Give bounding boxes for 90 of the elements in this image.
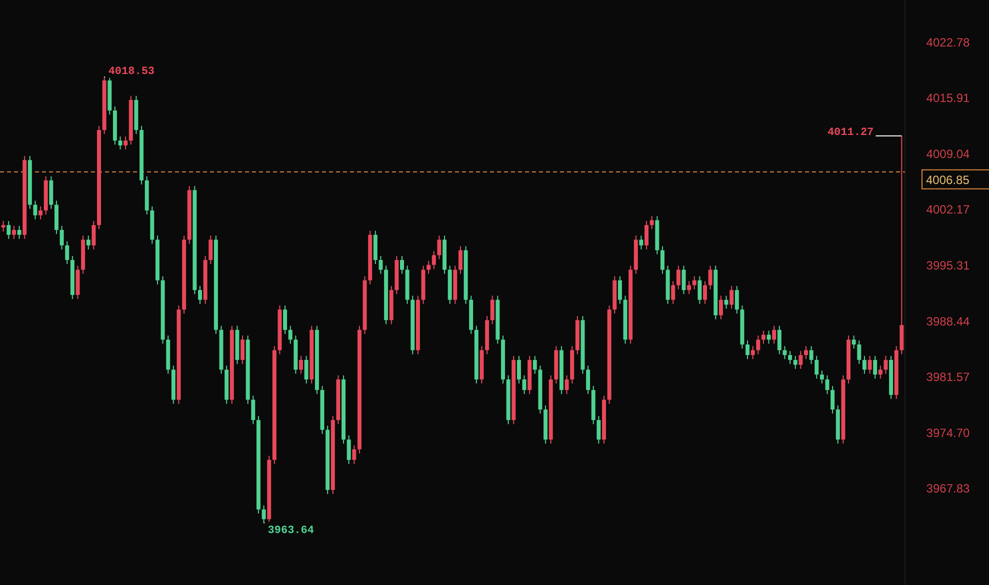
candlestick — [650, 216, 654, 230]
candlestick — [761, 330, 766, 344]
ref-line-label: 4006.85 — [926, 172, 970, 187]
candlestick — [798, 350, 803, 370]
candlestick — [676, 265, 680, 290]
candlestick — [873, 355, 878, 380]
candlestick — [671, 280, 676, 304]
candlestick — [639, 235, 644, 250]
candlestick — [777, 325, 782, 355]
candlestick — [564, 374, 569, 395]
candlestick — [820, 370, 824, 384]
candlestick — [756, 335, 760, 355]
candlestick — [378, 255, 383, 274]
candlestick — [12, 225, 16, 240]
y-tick-label: 4002.17 — [926, 202, 970, 217]
candlestick — [124, 136, 128, 150]
y-tick-label: 3967.83 — [926, 482, 970, 496]
candlestick — [346, 435, 351, 464]
candlestick — [746, 340, 750, 360]
y-tick-label: 3988.44 — [926, 314, 970, 328]
candlestick — [532, 355, 537, 374]
candlestick — [809, 346, 814, 364]
candlestick — [400, 255, 404, 274]
candlestick — [618, 276, 622, 304]
candlestick — [426, 260, 431, 274]
candlestick — [1, 220, 6, 232]
candlestick — [208, 235, 213, 265]
candlestick — [857, 340, 862, 364]
candlestick — [660, 246, 664, 274]
candlestick — [793, 355, 798, 370]
candlestick — [92, 220, 96, 250]
candlestick — [38, 206, 43, 220]
candlestick — [240, 335, 245, 364]
candlestick — [522, 374, 526, 395]
candlestick — [884, 355, 888, 374]
y-tick-label: 4009.04 — [926, 146, 970, 161]
candlestick — [804, 346, 808, 360]
candlestick — [516, 355, 521, 384]
candlestick — [6, 220, 11, 240]
candlestick — [596, 416, 601, 444]
annotation: 4011.27 — [827, 126, 874, 139]
candlestick — [299, 355, 303, 374]
candlestick — [33, 200, 38, 220]
candlestick — [288, 325, 292, 344]
candlestick — [862, 355, 866, 374]
annotation: 3963.64 — [268, 524, 314, 537]
candlestick — [198, 286, 202, 304]
candlestick — [586, 365, 590, 395]
candlestick — [17, 225, 22, 240]
annotation: 4018.53 — [108, 66, 155, 78]
candlestick — [708, 265, 712, 290]
candlestick — [458, 246, 462, 274]
candlestick — [86, 235, 90, 250]
candlestick — [703, 280, 707, 304]
candlestick — [490, 295, 494, 325]
candlestick — [432, 250, 436, 270]
candlestick — [900, 135, 904, 355]
y-tick-label: 3981.57 — [926, 370, 970, 384]
candlestick — [750, 346, 755, 360]
candlestick — [772, 325, 776, 344]
candlestick — [687, 280, 692, 295]
candlestick — [724, 295, 728, 310]
candlestick — [782, 346, 787, 360]
candlestick — [644, 220, 649, 250]
y-tick-label: 3974.70 — [926, 426, 970, 440]
candlestick — [65, 240, 70, 265]
candlestick — [730, 286, 734, 310]
y-tick-label: 4022.78 — [926, 35, 970, 50]
candlestick — [283, 305, 288, 334]
candlestick — [734, 286, 739, 314]
candlestick — [830, 385, 835, 414]
candlestick — [692, 276, 696, 290]
candlestick — [682, 265, 686, 295]
candlestick — [788, 350, 792, 364]
candlestick — [766, 330, 771, 344]
candlestick — [352, 444, 356, 464]
candlestick — [868, 355, 872, 374]
y-tick-label: 4015.91 — [926, 91, 970, 106]
candlestick — [814, 355, 819, 380]
candlestick — [698, 276, 702, 304]
candlestick — [718, 295, 723, 320]
candlestick — [251, 395, 256, 425]
candlestick — [852, 335, 856, 350]
candlestick — [304, 355, 308, 384]
candlestick — [825, 374, 830, 395]
candlestick — [878, 365, 882, 380]
candlestick — [118, 136, 122, 150]
candlestick — [437, 235, 442, 260]
y-tick-label: 3995.31 — [926, 258, 970, 272]
candlestick — [60, 225, 64, 250]
